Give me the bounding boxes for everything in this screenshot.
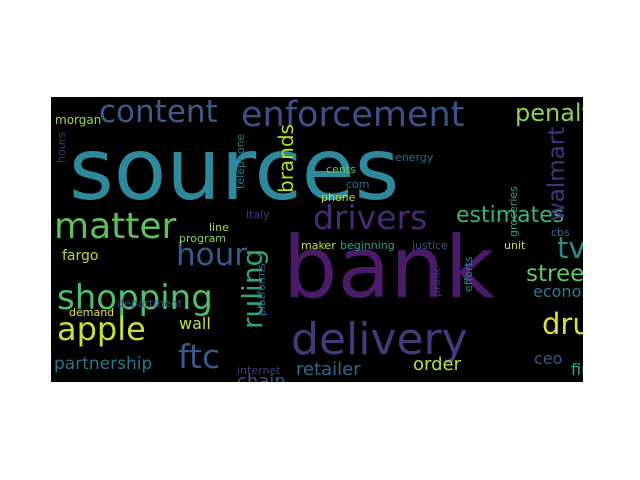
word-cents: cents: [326, 163, 356, 176]
word-brands: brands: [274, 124, 298, 193]
word-groceries: groceries: [507, 186, 520, 237]
word-hour: hour: [176, 237, 248, 273]
word-retailer: retailer: [296, 359, 361, 380]
word-platforms: platforms: [255, 263, 268, 316]
word-wall: wall: [179, 314, 211, 333]
word-ftc: ftc: [178, 337, 221, 376]
word-sources: sources: [69, 120, 400, 220]
word-program: program: [179, 232, 226, 245]
word-unit: unit: [504, 239, 526, 252]
word-delivery: delivery: [291, 314, 468, 365]
word-walmart: walmart: [544, 126, 570, 221]
word-ceo: ceo: [534, 349, 563, 368]
word-italy: italy: [246, 208, 270, 221]
word-drivers: drivers: [313, 198, 428, 237]
word-energy: energy: [395, 151, 434, 164]
word-estimates: estimates: [456, 203, 565, 228]
word-hours: hours: [55, 132, 68, 163]
word-drug: drug: [542, 307, 583, 341]
word-fargo: fargo: [62, 248, 99, 264]
word-telephone: telephone: [234, 133, 247, 189]
word-content: content: [99, 97, 218, 130]
word-cloud: sources bank delivery enforcement conten…: [51, 97, 583, 382]
word-beginning: beginning: [340, 239, 395, 252]
word-matter: matter: [54, 206, 177, 247]
word-economy: economy: [533, 282, 583, 301]
word-efforts: efforts: [462, 256, 475, 292]
word-bank: bank: [283, 218, 495, 318]
word-enforcement: enforcement: [241, 97, 465, 135]
word-com: com: [346, 178, 370, 191]
word-phone: phone: [321, 191, 356, 204]
word-shopping: shopping: [57, 278, 213, 318]
word-morgan: morgan: [55, 113, 102, 127]
word-chain: chain: [237, 371, 286, 383]
word-department: department: [117, 297, 183, 310]
word-justice: justice: [412, 239, 448, 252]
word-cbs: cbs: [551, 226, 570, 239]
word-tv: tv: [557, 231, 583, 265]
word-penalty: penalty: [515, 99, 583, 127]
word-apple: apple: [57, 310, 146, 348]
word-firm: firm: [571, 360, 583, 379]
word-demand: demand: [69, 306, 115, 319]
word-order: order: [413, 354, 461, 375]
word-maker: maker: [301, 239, 336, 252]
word-profit: profit: [430, 267, 443, 297]
word-internet: internet: [237, 364, 281, 377]
word-line: line: [209, 221, 229, 234]
word-partnership: partnership: [54, 354, 153, 374]
